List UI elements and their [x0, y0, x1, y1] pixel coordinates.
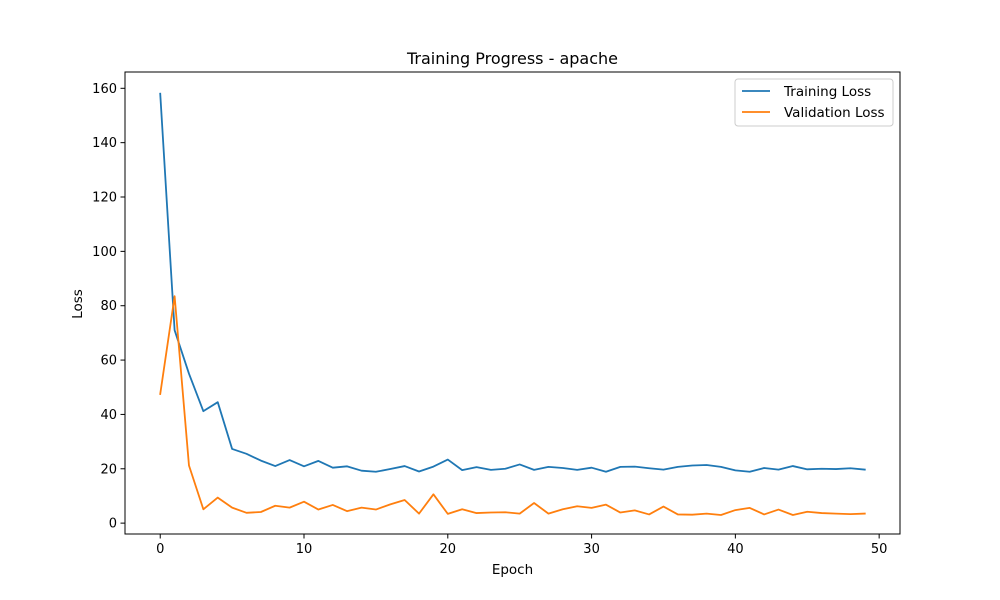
y-tick-label: 0: [109, 517, 117, 532]
y-tick-label: 120: [92, 191, 117, 206]
x-tick-label: 10: [296, 542, 313, 557]
series-line-training-loss: [159, 92, 866, 473]
y-tick-label: 60: [100, 354, 117, 369]
x-tick-label: 0: [156, 542, 164, 557]
x-tick-label: 20: [440, 542, 457, 557]
chart-title: Training Progress - apache: [406, 49, 618, 68]
y-tick-label: 40: [100, 408, 117, 423]
legend: Training Loss Validation Loss: [734, 78, 894, 127]
x-axis-title: Epoch: [492, 562, 533, 578]
y-axis-title: Loss: [70, 289, 86, 319]
y-tick-label: 160: [92, 82, 117, 97]
y-tick-label: 20: [100, 462, 117, 477]
x-tick-label: 50: [871, 542, 888, 557]
y-tick-label: 80: [100, 299, 117, 314]
legend-box: [734, 78, 894, 127]
series-line-validation-loss: [159, 295, 866, 516]
legend-label-validation-loss: Validation Loss: [784, 105, 885, 121]
legend-label-training-loss: Training Loss: [783, 84, 871, 100]
x-tick-label: 30: [583, 542, 600, 557]
x-tick-label: 40: [727, 542, 744, 557]
plot-frame: [124, 71, 901, 535]
plot-area: 0 10 20 30 40 50 0 20 40 60 80 100 120 140 160: [92, 71, 901, 557]
y-tick-label: 140: [92, 136, 117, 151]
y-tick-label: 100: [92, 245, 117, 260]
